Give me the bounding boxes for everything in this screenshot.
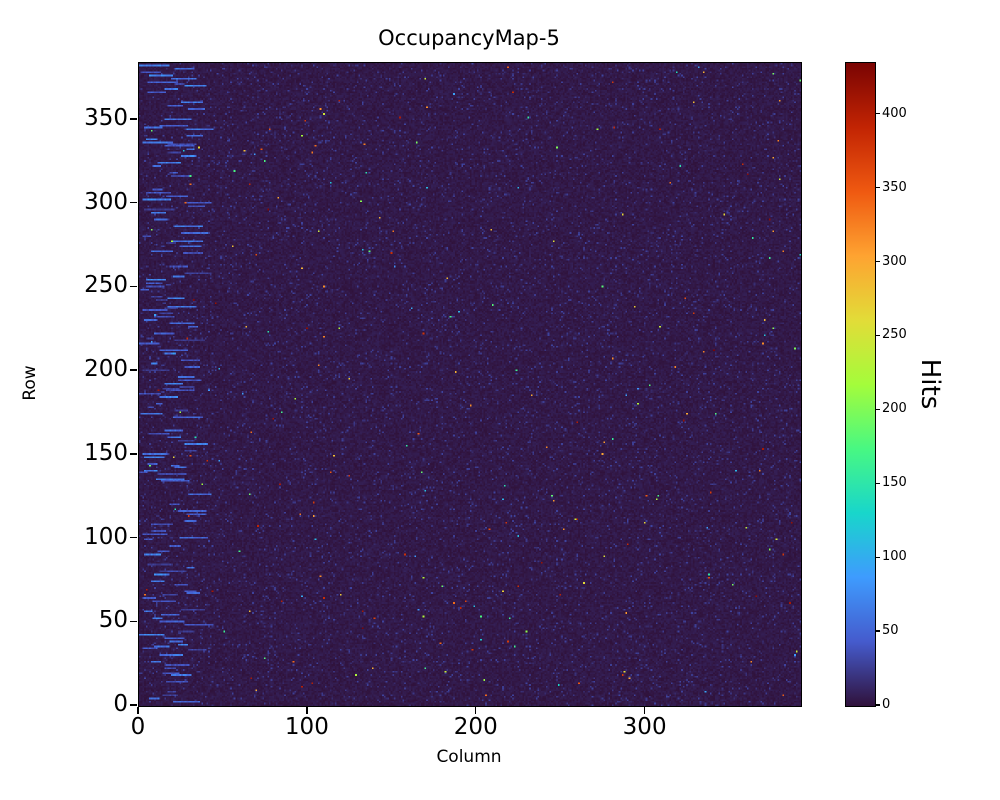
heatmap-canvas	[139, 63, 801, 706]
y-tick-label: 50	[98, 607, 128, 634]
colorbar-tick-label: 350	[882, 179, 907, 195]
y-tick-mark	[130, 285, 137, 288]
y-tick-label: 150	[84, 439, 128, 466]
y-tick-label: 100	[84, 523, 128, 550]
x-tick-label: 200	[453, 714, 498, 740]
y-tick-label: 200	[84, 356, 128, 383]
colorbar-tick-mark	[876, 187, 880, 189]
x-tick-mark	[137, 707, 139, 714]
x-tick-mark	[306, 707, 308, 714]
heatmap-plot-area	[138, 62, 802, 707]
x-tick-mark	[643, 707, 646, 714]
colorbar-tick-label: 200	[882, 401, 907, 417]
colorbar-tick-mark	[876, 704, 880, 706]
colorbar-tick-mark	[876, 334, 880, 337]
colorbar-tick-mark	[876, 556, 880, 558]
y-tick-label: 300	[84, 188, 128, 215]
colorbar-label: Hits	[915, 358, 945, 410]
colorbar-tick-mark	[876, 113, 880, 115]
colorbar-tick-label: 100	[882, 549, 907, 565]
y-tick-mark	[130, 536, 137, 539]
chart-title: OccupancyMap-5	[378, 26, 560, 50]
y-tick-mark	[130, 201, 137, 204]
colorbar-gradient	[846, 63, 875, 706]
colorbar-tick-label: 0	[882, 697, 891, 712]
x-tick-label: 0	[130, 714, 146, 740]
colorbar-tick-mark	[876, 408, 880, 410]
y-tick-label: 350	[84, 104, 128, 131]
y-tick-mark	[130, 620, 137, 622]
y-tick-mark	[130, 453, 137, 455]
y-tick-mark	[130, 118, 137, 120]
y-tick-label: 0	[113, 691, 128, 717]
y-tick-mark	[130, 369, 137, 371]
colorbar-tick-mark	[876, 482, 880, 484]
x-tick-label: 300	[622, 714, 667, 740]
colorbar-tick-label: 50	[882, 623, 899, 639]
colorbar-tick-label: 250	[882, 327, 907, 343]
x-axis-label: Column	[436, 747, 502, 767]
colorbar-tick-label: 150	[882, 475, 907, 491]
y-tick-mark	[130, 704, 137, 706]
colorbar-tick-label: 400	[882, 105, 907, 121]
colorbar-tick-label: 300	[882, 253, 907, 269]
colorbar-tick-mark	[876, 260, 880, 263]
y-tick-label: 250	[84, 272, 128, 299]
x-tick-label: 100	[284, 714, 329, 740]
colorbar-tick-mark	[876, 630, 880, 632]
colorbar	[845, 62, 876, 707]
x-tick-mark	[475, 707, 477, 714]
